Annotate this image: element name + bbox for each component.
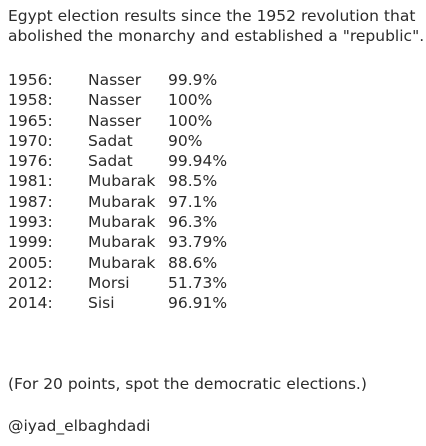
result-year: 2005: — [8, 253, 53, 272]
result-percent: 97.1% — [168, 192, 218, 211]
result-name: Sisi — [88, 294, 115, 313]
result-percent: 51.73% — [168, 273, 228, 292]
result-percent: 96.3% — [168, 213, 218, 232]
result-year: 1965: — [8, 111, 53, 130]
result-year: 2012: — [8, 273, 53, 292]
result-name: Sadat — [88, 131, 133, 150]
title-line-2: abolished the monarchy and established a… — [8, 27, 425, 45]
result-percent: 90% — [168, 131, 203, 150]
title-line-1: Egypt election results since the 1952 re… — [8, 7, 416, 25]
result-name: Nasser — [88, 91, 142, 110]
result-percent: 88.6% — [168, 253, 218, 272]
result-year: 1987: — [8, 192, 53, 211]
result-percent: 98.5% — [168, 172, 218, 191]
result-percent: 100% — [168, 111, 213, 130]
result-name: Mubarak — [88, 192, 156, 211]
result-percent: 93.79% — [168, 233, 228, 252]
result-name: Morsi — [88, 273, 130, 292]
result-year: 1999: — [8, 233, 53, 252]
result-name: Mubarak — [88, 172, 156, 191]
result-name: Mubarak — [88, 233, 156, 252]
result-percent: 99.9% — [168, 71, 218, 89]
result-year: 2014: — [8, 294, 53, 313]
result-name: Nasser — [88, 111, 142, 130]
result-percent: 96.91% — [168, 294, 228, 313]
result-percent: 99.94% — [168, 152, 228, 171]
result-name: Mubarak — [88, 253, 156, 272]
result-year: 1958: — [8, 91, 53, 110]
result-year: 1970: — [8, 131, 53, 150]
result-year: 1956: — [8, 71, 53, 89]
result-year: 1993: — [8, 213, 53, 232]
page-title: Egypt election results since the 1952 re… — [8, 6, 425, 46]
result-year: 1976: — [8, 152, 53, 171]
footnote: (For 20 points, spot the democratic elec… — [8, 375, 367, 393]
result-name: Sadat — [88, 152, 133, 171]
author-handle: @iyad_elbaghdadi — [8, 417, 151, 435]
result-name: Nasser — [88, 71, 142, 89]
result-year: 1981: — [8, 172, 53, 191]
result-percent: 100% — [168, 91, 213, 110]
result-name: Mubarak — [88, 213, 156, 232]
